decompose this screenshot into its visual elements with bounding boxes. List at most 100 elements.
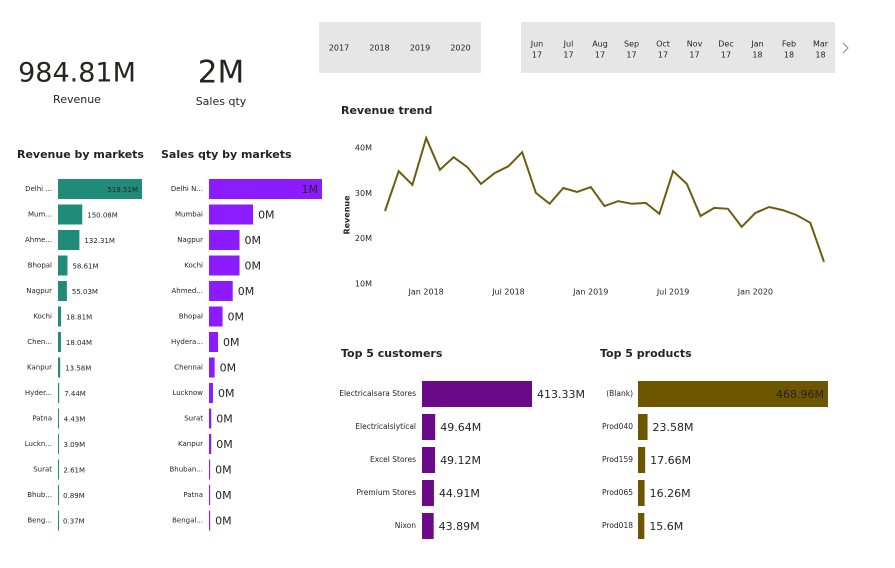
- month-option[interactable]: Sep: [624, 40, 639, 49]
- month-option[interactable]: Aug: [592, 40, 608, 49]
- value-label: 7.44M: [64, 390, 86, 398]
- year-option[interactable]: 2020: [450, 44, 470, 53]
- bar: [209, 357, 215, 378]
- kpi-value: 2M: [198, 55, 244, 91]
- category-label: Prod159: [602, 455, 633, 464]
- month-option-year[interactable]: 17: [595, 51, 605, 60]
- value-label: 150.08M: [87, 212, 118, 220]
- chart-title: Top 5 products: [600, 347, 692, 360]
- category-label: Surat: [33, 466, 52, 474]
- value-label: 4.43M: [64, 416, 86, 424]
- bar: [638, 513, 645, 539]
- month-option[interactable]: Mar: [813, 40, 829, 49]
- month-option[interactable]: Oct: [656, 40, 670, 49]
- month-option[interactable]: Jul: [563, 40, 574, 49]
- category-label: Patna: [32, 415, 52, 423]
- y-axis-title: Revenue: [343, 195, 352, 235]
- kpi-label: Sales qty: [196, 95, 247, 108]
- month-option-year[interactable]: 17: [721, 51, 731, 60]
- bar: [422, 480, 434, 506]
- value-label: 413.33M: [537, 388, 585, 401]
- bar: [58, 179, 142, 199]
- bar: [58, 485, 59, 505]
- chart-title: Sales qty by markets: [161, 148, 292, 161]
- month-option[interactable]: Dec: [718, 40, 733, 49]
- category-label: Electricalslytical: [355, 422, 416, 431]
- bar: [638, 447, 646, 473]
- month-option-year[interactable]: 18: [784, 51, 794, 60]
- month-option[interactable]: Feb: [782, 40, 796, 49]
- value-label: 0M: [215, 515, 232, 528]
- category-label: Bengal...: [172, 517, 203, 525]
- year-slicer: [319, 22, 481, 73]
- bar: [638, 381, 828, 407]
- value-label: 0.89M: [63, 492, 85, 500]
- category-label: Kanpur: [27, 364, 52, 372]
- value-label: 23.58M: [653, 421, 694, 434]
- category-label: Ahmed...: [172, 287, 203, 295]
- value-label: 43.89M: [439, 520, 480, 533]
- category-label: Excel Stores: [370, 455, 416, 464]
- y-tick-label: 20M: [355, 234, 372, 243]
- value-label: 49.64M: [440, 421, 481, 434]
- category-label: Chennai: [174, 364, 203, 372]
- value-label: 0M: [215, 464, 232, 477]
- month-option-year[interactable]: 17: [658, 51, 668, 60]
- bar: [209, 485, 211, 505]
- next-arrow[interactable]: [842, 42, 849, 54]
- bar: [209, 459, 211, 480]
- bar: [58, 306, 62, 327]
- value-label: 3.09M: [63, 441, 85, 449]
- y-tick-label: 40M: [355, 144, 372, 153]
- category-label: Prod065: [602, 488, 633, 497]
- y-tick-label: 30M: [355, 189, 372, 198]
- bar: [58, 357, 61, 378]
- value-label: 16.26M: [650, 487, 691, 500]
- category-label: Nixon: [395, 521, 416, 530]
- bar: [209, 255, 240, 276]
- value-label: 15.6M: [649, 520, 683, 533]
- month-option-year[interactable]: 17: [563, 51, 573, 60]
- month-option-year[interactable]: 18: [815, 51, 825, 60]
- bar: [209, 281, 233, 301]
- category-label: Chen...: [27, 338, 52, 346]
- bar: [58, 383, 60, 403]
- month-option-year[interactable]: 17: [532, 51, 542, 60]
- year-option[interactable]: 2019: [410, 44, 430, 53]
- category-label: Luckn...: [25, 440, 52, 448]
- value-label: 18.81M: [66, 314, 92, 322]
- category-label: Bhuban...: [169, 466, 203, 474]
- month-option[interactable]: Jan: [750, 40, 763, 49]
- bar: [58, 459, 59, 480]
- category-label: Delhi N...: [171, 185, 203, 193]
- bar: [58, 332, 61, 352]
- bar: [58, 204, 83, 225]
- month-option-year[interactable]: 18: [752, 51, 762, 60]
- month-option-year[interactable]: 17: [626, 51, 636, 60]
- bar: [209, 230, 240, 250]
- value-label: 17.66M: [650, 454, 691, 467]
- category-label: Nagpur: [26, 287, 52, 295]
- y-tick-label: 10M: [355, 279, 372, 288]
- value-label: 132.31M: [84, 237, 115, 245]
- value-label: 1M: [302, 183, 319, 196]
- x-tick-label: Jul 2019: [656, 288, 690, 297]
- month-option[interactable]: Jun: [530, 40, 544, 49]
- bar: [58, 434, 59, 454]
- year-option[interactable]: 2018: [369, 44, 389, 53]
- value-label: 0M: [220, 362, 237, 375]
- month-option[interactable]: Nov: [687, 40, 703, 49]
- category-label: Patna: [183, 491, 203, 499]
- year-option[interactable]: 2017: [329, 44, 349, 53]
- category-label: Bhopal: [179, 313, 203, 321]
- value-label: 0M: [216, 438, 233, 451]
- category-label: Mumbai: [175, 211, 203, 219]
- bar: [58, 408, 59, 429]
- value-label: 0M: [245, 260, 262, 273]
- value-label: 55.03M: [72, 288, 98, 296]
- month-option-year[interactable]: 17: [689, 51, 699, 60]
- value-label: 0M: [218, 387, 235, 400]
- bar: [58, 230, 80, 250]
- bar: [422, 414, 436, 440]
